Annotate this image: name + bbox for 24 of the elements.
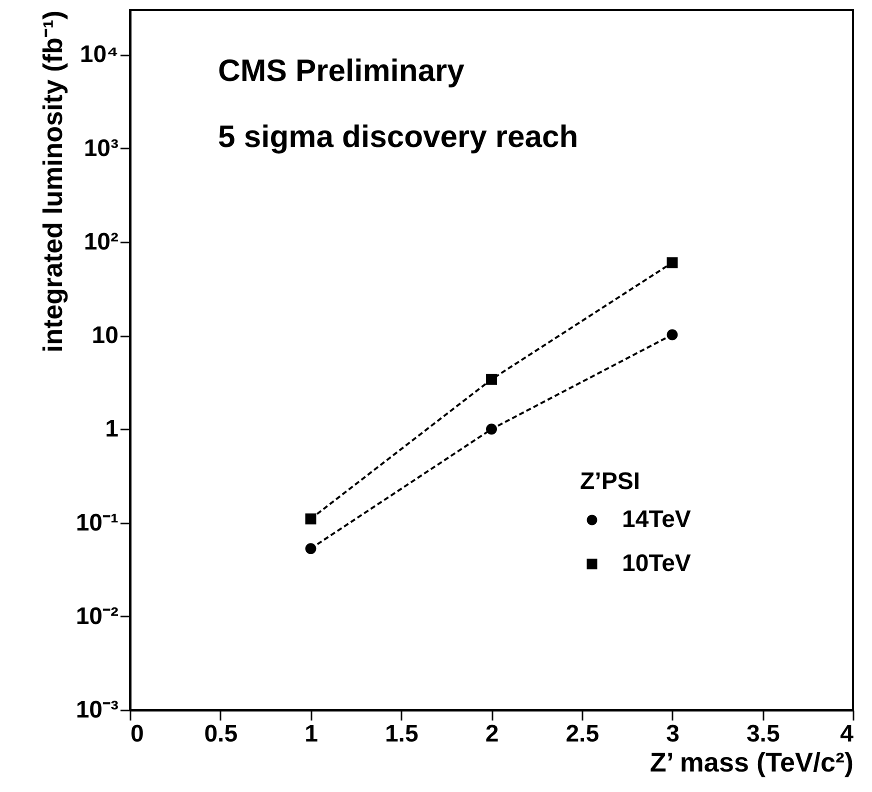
x-tick-label: 3.5: [746, 720, 780, 748]
y-tick-label: 10: [92, 322, 118, 350]
x-tick-label: 1.5: [384, 720, 418, 748]
legend-label: 14TeV: [622, 506, 691, 533]
y-axis-title: integrated luminosity (fb⁻¹): [38, 10, 68, 352]
y-tick-label: 10²: [84, 228, 119, 256]
x-tick-label: 4: [840, 720, 854, 748]
y-tick-label: 10⁴: [80, 41, 118, 68]
y-tick-label: 10³: [84, 134, 119, 162]
x-tick-label: 2: [485, 720, 499, 748]
y-tick-label: 10⁻¹: [76, 509, 119, 536]
annotation: 5 sigma discovery reach: [218, 119, 578, 154]
legend-title: Z’PSI: [580, 468, 640, 495]
x-tick-label: 0: [130, 720, 144, 748]
x-tick-label: 1: [304, 720, 318, 748]
x-tick-label: 3: [666, 720, 680, 748]
annotation: CMS Preliminary: [218, 53, 466, 88]
x-tick-label: 0.5: [204, 720, 238, 748]
x-axis-title: Z’ mass (TeV/c²): [650, 748, 854, 778]
y-tick-label: 10⁻³: [76, 696, 119, 724]
x-tick-label: 2.5: [566, 720, 600, 748]
y-tick-label: 1: [105, 416, 118, 443]
y-tick-label: 10⁻²: [76, 602, 119, 630]
legend-label: 10TeV: [622, 550, 691, 577]
